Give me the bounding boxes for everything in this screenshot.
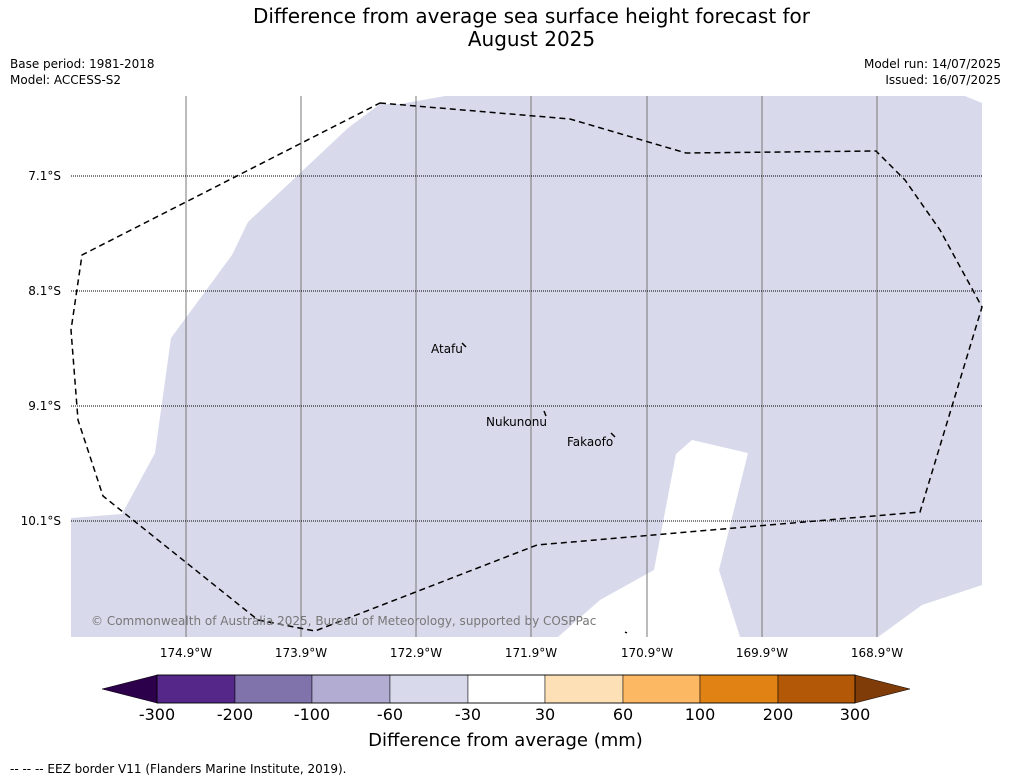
- colorbar-tick: 200: [762, 705, 794, 724]
- colorbar-segment: [777, 674, 856, 704]
- colorbar-tick: 30: [534, 705, 556, 724]
- colorbar-tick: 300: [839, 705, 871, 724]
- colorbar-segment: [467, 674, 546, 704]
- eez-legend: -- -- -- EEZ border V11 (Flanders Marine…: [10, 762, 347, 776]
- colorbar-segment: [156, 674, 236, 704]
- atafu-atoll: [461, 342, 467, 348]
- place-label-atafu: Atafu: [431, 342, 463, 356]
- issued-date: Issued: 16/07/2025: [885, 73, 1001, 87]
- nukunonu-atoll: [543, 410, 547, 417]
- meridians: [185, 96, 878, 637]
- atoll-outlines: [461, 342, 628, 634]
- title-line-2: August 2025: [467, 27, 596, 51]
- place-label-fakaofo: Fakaofo: [567, 435, 614, 449]
- lat-label: 8.1°S: [28, 284, 61, 298]
- base-period: Base period: 1981-2018: [10, 57, 155, 71]
- colorbar-tick: 100: [684, 705, 716, 724]
- model-run: Model run: 14/07/2025: [863, 57, 1001, 71]
- colorbar-tick: -300: [138, 705, 176, 724]
- small-island: [624, 631, 628, 634]
- copyright-notice: © Commonwealth of Australia 2025, Bureau…: [91, 614, 597, 628]
- unshaded-region-east-corner: [965, 96, 982, 103]
- model-name: Model: ACCESS-S2: [10, 73, 122, 87]
- colorbar-segment: [544, 674, 624, 704]
- title-line-1: Difference from average sea surface heig…: [252, 4, 811, 28]
- lat-label: 9.1°S: [28, 399, 61, 413]
- colorbar-segment: [389, 674, 469, 704]
- lon-label: 170.9°W: [620, 646, 674, 660]
- colorbar-segment: [234, 674, 313, 704]
- colorbar-segment: [622, 674, 701, 704]
- colorbar-segment: [311, 674, 391, 704]
- unshaded-region-west: [71, 96, 445, 518]
- colorbar-tick: -200: [216, 705, 254, 724]
- lon-label: 168.9°W: [850, 646, 904, 660]
- anomaly-region: [71, 96, 982, 637]
- map-title: Difference from average sea surface heig…: [0, 5, 1011, 51]
- anomaly-field: [71, 96, 982, 637]
- lat-label: 7.1°S: [28, 169, 61, 183]
- fakaofo-atoll: [610, 432, 616, 438]
- lon-label: 173.9°W: [274, 646, 328, 660]
- colorbar-outline: [156, 674, 856, 704]
- colorbar-tick: -100: [293, 705, 331, 724]
- lon-label: 169.9°W: [735, 646, 789, 660]
- lon-label: 171.9°W: [504, 646, 558, 660]
- meta-left: Base period: 1981-2018 Model: ACCESS-S2: [10, 56, 155, 88]
- place-label-nukunonu: Nukunonu: [486, 415, 547, 429]
- colorbar-tick: -30: [454, 705, 482, 724]
- colorbar-tick: 60: [612, 705, 634, 724]
- lat-label: 10.1°S: [20, 514, 61, 528]
- meta-right: Model run: 14/07/2025 Issued: 16/07/2025: [864, 56, 1001, 88]
- colorbar-tick: -60: [376, 705, 404, 724]
- colorbar-label: Difference from average (mm): [368, 730, 643, 751]
- colorbar-extend-high: [854, 674, 911, 704]
- lon-label: 174.9°W: [159, 646, 213, 660]
- colorbar-extend-low: [101, 674, 158, 704]
- colorbar-segment: [699, 674, 779, 704]
- lon-label: 172.9°W: [389, 646, 443, 660]
